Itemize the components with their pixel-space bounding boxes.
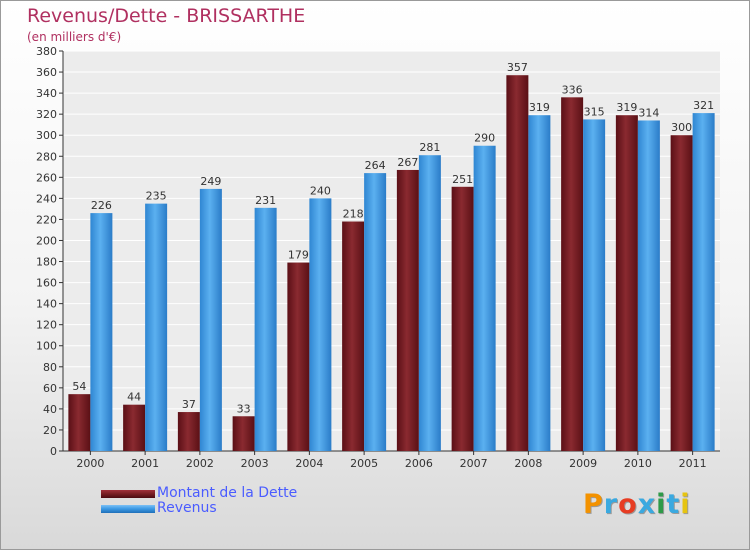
bar-dette (670, 135, 693, 452)
data-label-dette: 179 (288, 249, 309, 262)
bar-revenus (199, 188, 222, 452)
logo-letter: o (618, 489, 638, 520)
legend-swatch-dette (101, 490, 155, 498)
bar-revenus (90, 213, 113, 451)
bar-dette (561, 97, 584, 451)
y-tick-label: 340 (36, 87, 57, 100)
logo-letter: P (583, 489, 604, 520)
legend-label-dette: Montant de la Dette (157, 485, 298, 501)
proxiti-logo: Proxiti (583, 489, 691, 520)
bar-dette (342, 221, 365, 451)
y-tick-label: 200 (36, 234, 57, 247)
data-label-dette: 37 (182, 398, 196, 411)
data-label-dette: 267 (397, 156, 418, 169)
y-tick-label: 220 (36, 213, 57, 226)
data-label-revenus: 319 (529, 101, 550, 114)
x-tick-label: 2002 (186, 457, 214, 470)
y-tick-label: 380 (36, 45, 57, 58)
bar-revenus (309, 198, 332, 451)
y-tick-label: 180 (36, 256, 57, 269)
bar-dette (615, 115, 638, 452)
data-label-dette: 33 (237, 402, 251, 415)
data-label-revenus: 226 (91, 199, 112, 212)
x-tick-label: 2008 (514, 457, 542, 470)
x-tick-label: 2001 (131, 457, 159, 470)
chart-unit-label: (en milliers d'€) (27, 30, 122, 44)
x-tick-label: 2003 (241, 457, 269, 470)
bar-revenus (145, 203, 168, 451)
y-tick-label: 80 (43, 361, 57, 374)
data-label-dette: 336 (562, 83, 583, 96)
y-tick-label: 360 (36, 66, 57, 79)
data-label-dette: 357 (507, 61, 528, 74)
data-label-revenus: 290 (474, 132, 495, 145)
bar-revenus (692, 113, 715, 452)
logo-letter: i (680, 489, 691, 520)
data-label-revenus: 231 (255, 194, 276, 207)
bar-dette (177, 412, 200, 451)
y-tick-label: 320 (36, 108, 57, 121)
y-tick-label: 60 (43, 382, 57, 395)
legend-label-revenus: Revenus (157, 500, 217, 516)
x-tick-label: 2006 (405, 457, 433, 470)
logo-letter: x (637, 489, 657, 520)
bar-dette (123, 404, 146, 451)
data-label-dette: 54 (72, 380, 86, 393)
data-label-dette: 300 (671, 121, 692, 134)
y-tick-label: 280 (36, 150, 57, 163)
x-tick-label: 2004 (295, 457, 323, 470)
y-tick-label: 0 (50, 445, 57, 458)
chart-title: Revenus/Dette - BRISSARTHE (27, 5, 306, 27)
bar-dette (287, 262, 310, 451)
data-label-revenus: 235 (146, 190, 167, 203)
data-label-dette: 251 (452, 173, 473, 186)
data-label-revenus: 264 (365, 159, 386, 172)
y-tick-label: 240 (36, 192, 57, 205)
y-tick-label: 160 (36, 277, 57, 290)
y-tick-label: 120 (36, 319, 57, 332)
data-label-revenus: 281 (419, 141, 440, 154)
logo-letter: t (666, 489, 681, 520)
y-tick-label: 40 (43, 403, 57, 416)
x-tick-label: 2009 (569, 457, 597, 470)
y-tick-label: 100 (36, 340, 57, 353)
data-label-revenus: 240 (310, 184, 331, 197)
data-label-revenus: 321 (693, 99, 714, 112)
data-label-dette: 218 (343, 208, 364, 221)
data-label-revenus: 249 (200, 175, 221, 188)
data-label-dette: 44 (127, 391, 141, 404)
y-tick-label: 20 (43, 424, 57, 437)
x-tick-label: 2007 (460, 457, 488, 470)
data-label-revenus: 314 (638, 106, 659, 119)
bar-dette (506, 75, 529, 452)
bar-revenus (254, 207, 277, 451)
plot-area (63, 51, 720, 451)
bar-revenus (583, 119, 606, 451)
x-tick-label: 2005 (350, 457, 378, 470)
bar-revenus (528, 115, 551, 452)
x-tick-label: 2000 (76, 457, 104, 470)
bar-revenus (637, 120, 660, 451)
y-tick-label: 300 (36, 129, 57, 142)
data-label-revenus: 315 (584, 105, 605, 118)
bar-revenus (364, 173, 387, 451)
logo-letter: r (603, 489, 619, 520)
legend-swatch-revenus (101, 505, 155, 513)
bar-dette (396, 169, 419, 451)
x-tick-label: 2011 (679, 457, 707, 470)
logo-letter: i (656, 489, 667, 520)
x-tick-label: 2010 (624, 457, 652, 470)
bar-dette (232, 416, 255, 451)
y-tick-label: 260 (36, 171, 57, 184)
data-label-dette: 319 (616, 101, 637, 114)
bar-dette (68, 394, 91, 451)
bar-dette (451, 186, 474, 451)
bar-revenus (473, 145, 496, 451)
y-tick-label: 140 (36, 298, 57, 311)
bar-revenus (418, 155, 441, 452)
